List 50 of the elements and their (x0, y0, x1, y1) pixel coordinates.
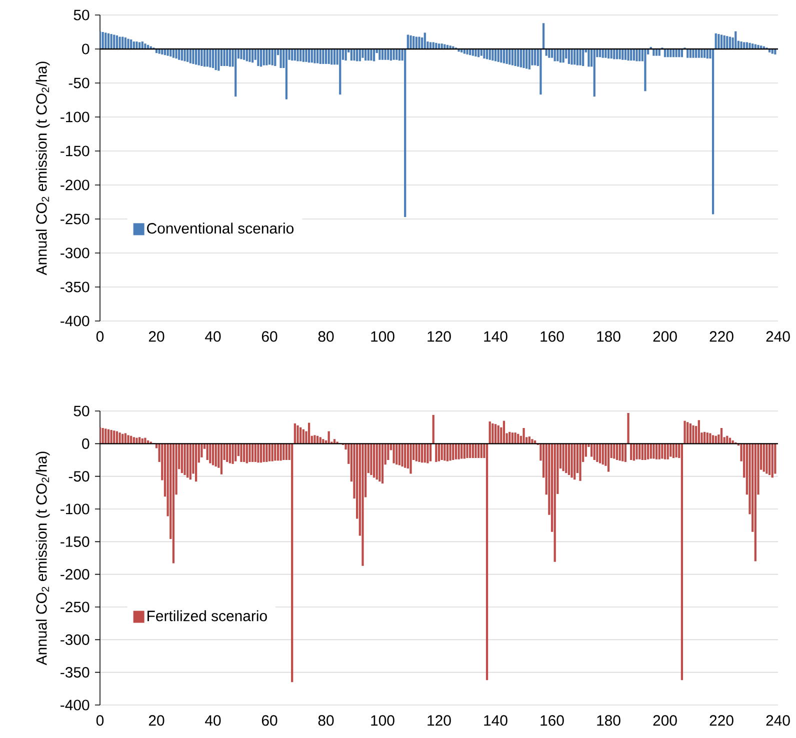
x-tick-label: 140 (484, 715, 508, 726)
x-tick-label: 100 (371, 715, 394, 726)
y-tick-label: -150 (60, 536, 90, 547)
x-tick-label: 100 (371, 331, 394, 342)
x-tick-label: 200 (653, 715, 677, 726)
y-tick-label: -50 (68, 471, 90, 482)
y-tick-label: -400 (60, 700, 90, 710)
y-tick-label: -400 (60, 316, 90, 326)
y-tick-label: -350 (60, 282, 90, 292)
y-tick-label: 50 (74, 10, 90, 20)
legend-label: Conventional scenario (147, 222, 294, 234)
y-tick-label: 50 (74, 406, 90, 416)
x-tick-label: 160 (540, 715, 564, 726)
y-tick-label: 0 (82, 438, 90, 449)
x-tick-label: 200 (653, 331, 677, 342)
y-tick-label: -150 (60, 146, 90, 156)
y-tick-label: -300 (60, 248, 90, 258)
x-tick-label: 180 (597, 331, 620, 342)
y-tick-label: -350 (60, 667, 90, 678)
x-tick-label: 40 (205, 715, 221, 726)
y-tick-label: -200 (60, 569, 90, 580)
x-tick-label: 120 (428, 715, 451, 726)
x-tick-label: 240 (766, 331, 790, 342)
x-tick-label: 20 (148, 715, 164, 726)
y-tick-label: -300 (60, 634, 90, 645)
x-tick-label: 140 (484, 331, 508, 342)
y-tick-label: 0 (82, 44, 90, 54)
x-tick-label: 80 (318, 331, 334, 342)
x-tick-label: 160 (540, 331, 564, 342)
x-tick-label: 20 (148, 331, 164, 342)
y-axis-title: Annual CO$_{2}$ emission (t CO$_{2}$/ha) (36, 452, 50, 666)
x-tick-label: 60 (262, 715, 278, 726)
x-tick-label: 120 (428, 331, 451, 342)
y-tick-label: -250 (60, 214, 90, 224)
y-axis-title: Annual CO$_{2}$ emission (t CO$_{2}$/ha) (36, 62, 50, 276)
legend-label: Fertilized scenario (148, 610, 267, 622)
x-tick-label: 220 (710, 331, 734, 342)
x-tick-label: 0 (96, 715, 104, 726)
y-tick-label: -100 (60, 112, 90, 122)
x-tick-label: 220 (710, 715, 734, 726)
y-tick-label: -100 (60, 504, 90, 514)
y-tick-label: -200 (60, 180, 90, 190)
x-tick-label: 240 (766, 715, 790, 726)
y-tick-label: -50 (68, 78, 90, 88)
y-tick-label: -250 (60, 602, 90, 612)
x-tick-label: 60 (262, 331, 278, 342)
x-tick-label: 0 (96, 331, 104, 342)
x-tick-label: 40 (205, 331, 221, 342)
x-tick-label: 180 (597, 715, 620, 726)
x-tick-label: 80 (318, 715, 334, 726)
